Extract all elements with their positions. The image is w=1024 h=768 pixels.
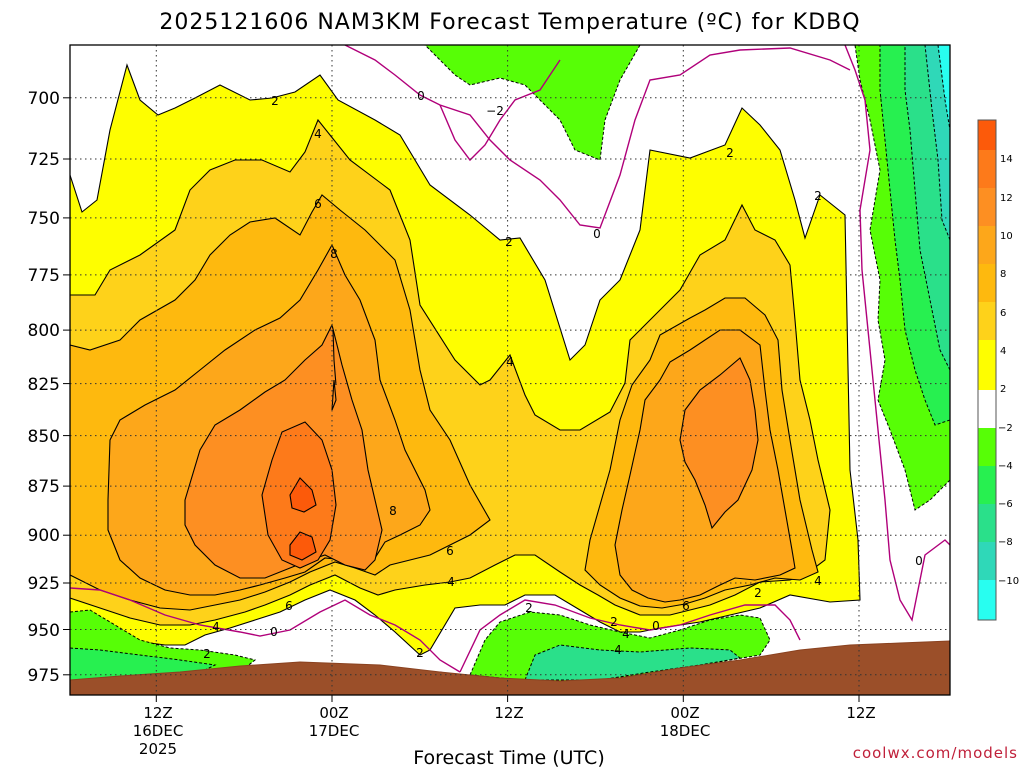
- colorbar-label: −6: [998, 499, 1013, 510]
- contour-label: −2: [486, 104, 504, 118]
- contour-label: 6: [314, 197, 322, 211]
- isotherm-0-top2: [439, 59, 561, 162]
- contour-labels: 2 0 −2 4 6 8 2 0 2 4 6 8 6 4 2 0 2 4 2 4…: [203, 89, 923, 661]
- band-minus10-right: [937, 45, 950, 131]
- y-tick-label: 925: [28, 574, 60, 594]
- x-axis-label: Forecast Time (UTC): [413, 747, 604, 768]
- contour-label: 2: [203, 647, 211, 661]
- contour-label: 6: [682, 599, 690, 613]
- band-14-plus-2: [289, 531, 317, 561]
- x-tick-label: 2025: [139, 740, 177, 758]
- grid: [70, 45, 950, 695]
- isotherm-0-right: [844, 45, 950, 622]
- band-minus4-bottom-mid: [524, 644, 742, 681]
- colorbar-label: −2: [998, 423, 1013, 434]
- x-tick-label: 00Z: [319, 704, 348, 722]
- isotherm-spike: [331, 329, 337, 411]
- y-tick-label: 975: [28, 666, 60, 686]
- y-tick-label: 750: [28, 209, 60, 229]
- y-tick-label: 775: [28, 266, 60, 286]
- band-minus2-top: [424, 45, 641, 161]
- colorbar-label: −8: [998, 537, 1013, 548]
- x-axis: 12Z 16DEC 2025 00Z 17DEC 12Z 00Z 18DEC 1…: [133, 695, 876, 768]
- contour-label: 2: [416, 646, 424, 660]
- y-tick-label: 850: [28, 427, 60, 447]
- contour-label: 2: [525, 601, 533, 615]
- credit-link[interactable]: coolwx.com/models: [853, 744, 1018, 762]
- y-tick-label: 725: [28, 150, 60, 170]
- y-tick-label: 800: [28, 321, 60, 341]
- contour-label: 2: [271, 94, 279, 108]
- contour-label: 4: [447, 575, 455, 589]
- y-axis: 700 725 750 775 800 825 850 875 900 925 …: [28, 89, 70, 686]
- band-minus8-right: [924, 45, 950, 241]
- x-tick-label: 12Z: [143, 704, 172, 722]
- contour-label: 4: [614, 643, 622, 657]
- contour-label: 2: [814, 189, 822, 203]
- x-tick-label: 12Z: [846, 704, 875, 722]
- contour-label: 2: [610, 615, 618, 629]
- x-tick-label: 18DEC: [660, 722, 711, 740]
- contour-label: 2: [726, 146, 734, 160]
- colorbar-label: 6: [1000, 308, 1006, 319]
- contour-label: 4: [506, 355, 514, 369]
- contour-label: 2: [754, 586, 762, 600]
- colorbar-label: 10: [1000, 231, 1013, 242]
- contour-label: 6: [446, 544, 454, 558]
- colorbar-label: 14: [1000, 154, 1013, 165]
- contour-label: 6: [285, 599, 293, 613]
- x-tick-label: 17DEC: [309, 722, 360, 740]
- contour-label: 0: [915, 554, 923, 568]
- chart-title: 2025121606 NAM3KM Forecast Temperature (…: [159, 10, 860, 35]
- contour-label: 8: [330, 247, 338, 261]
- colorbar-label: −4: [998, 461, 1013, 472]
- colorbar: 14 12 10 8 6 4 2 −2 −4 −6 −8 −10: [977, 119, 1019, 621]
- isotherm-0-top: [344, 45, 851, 229]
- x-tick-label: 12Z: [494, 704, 523, 722]
- y-tick-label: 825: [28, 375, 60, 395]
- contour-label: 0: [417, 89, 425, 103]
- ground-terrain: [70, 640, 950, 695]
- y-tick-label: 900: [28, 526, 60, 546]
- contour-label: 4: [622, 627, 630, 641]
- contour-label: 0: [593, 227, 601, 241]
- y-tick-label: 950: [28, 621, 60, 641]
- plot-area: 2 0 −2 4 6 8 2 0 2 4 6 8 6 4 2 0 2 4 2 4…: [70, 45, 950, 695]
- contour-label: 0: [270, 625, 278, 639]
- y-tick-label: 700: [28, 89, 60, 109]
- contour-label: 4: [314, 127, 322, 141]
- colorbar-label: −10: [998, 576, 1019, 587]
- contour-label: 8: [389, 504, 397, 518]
- y-tick-label: 875: [28, 477, 60, 497]
- contour-label: 0: [652, 619, 660, 633]
- colorbar-label: 4: [1000, 346, 1006, 357]
- contour-label: 4: [212, 620, 220, 634]
- colorbar-label: 2: [1000, 384, 1006, 395]
- colorbar-label: 8: [1000, 269, 1006, 280]
- colorbar-label: 12: [1000, 193, 1013, 204]
- isotherm-0-mid: [459, 599, 801, 673]
- contour-label: 2: [505, 235, 513, 249]
- band-10-12-east: [679, 357, 759, 530]
- x-tick-label: 00Z: [670, 704, 699, 722]
- x-tick-label: 16DEC: [133, 722, 184, 740]
- contour-label: 4: [814, 574, 822, 588]
- plot-frame: [69, 44, 951, 696]
